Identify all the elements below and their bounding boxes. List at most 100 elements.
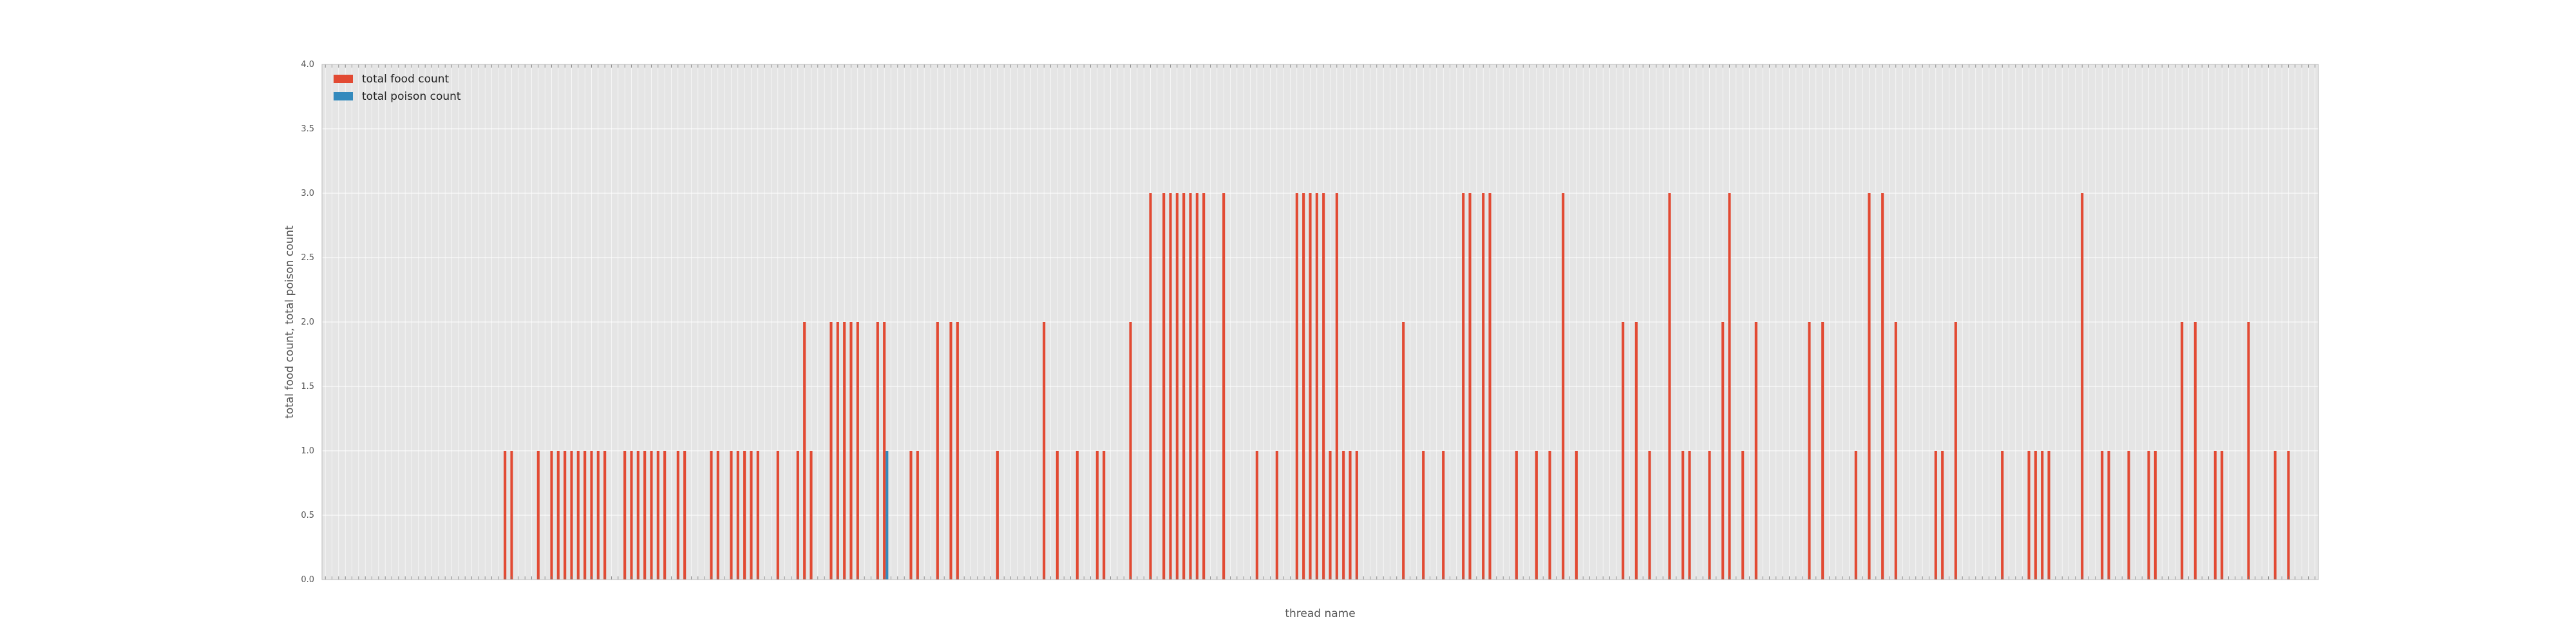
y-tick-label: 1.5 xyxy=(301,382,314,392)
legend-swatch-poison xyxy=(334,92,353,100)
food-bar xyxy=(2101,451,2104,580)
food-bar xyxy=(2247,322,2250,580)
food-bar xyxy=(2273,451,2277,580)
food-bar xyxy=(2213,451,2217,580)
food-bar xyxy=(996,451,999,580)
food-bar xyxy=(1342,451,1345,580)
food-bar xyxy=(1335,193,1338,580)
food-bar xyxy=(2127,451,2130,580)
food-bar xyxy=(663,451,667,580)
food-bar xyxy=(909,451,913,580)
y-tick-labels: 0.0 0.5 1.0 1.5 2.0 2.5 3.0 3.5 4.0 xyxy=(301,60,314,585)
food-bar xyxy=(2221,451,2224,580)
food-bar xyxy=(1668,193,1671,580)
food-bar xyxy=(676,451,679,580)
food-bar xyxy=(1548,451,1551,580)
food-bar xyxy=(1934,451,1937,580)
x-tick-marks xyxy=(325,64,2316,580)
y-tick-label: 3.5 xyxy=(301,124,314,134)
food-bar xyxy=(2107,451,2110,580)
food-bar xyxy=(603,451,607,580)
food-bar xyxy=(2154,451,2157,580)
food-bar xyxy=(1349,451,1352,580)
food-bar xyxy=(1482,193,1485,580)
food-bar xyxy=(1329,451,1332,580)
food-bar xyxy=(1535,451,1538,580)
food-bar xyxy=(1728,193,1731,580)
food-bar xyxy=(2047,451,2050,580)
food-bar xyxy=(1821,322,1824,580)
food-bar xyxy=(1175,193,1179,580)
food-bar xyxy=(1721,322,1725,580)
food-bar xyxy=(756,451,759,580)
food-bar xyxy=(856,322,859,580)
food-bar xyxy=(2287,451,2290,580)
food-bar xyxy=(956,322,959,580)
food-bar xyxy=(1708,451,1711,580)
food-bar xyxy=(1149,193,1152,580)
plot-frame xyxy=(321,64,2319,580)
food-bar xyxy=(1162,193,1166,580)
food-bar xyxy=(916,451,919,580)
food-bar xyxy=(1195,193,1198,580)
food-bar xyxy=(843,322,846,580)
food-bar xyxy=(1488,193,1492,580)
food-bar xyxy=(1754,322,1757,580)
food-bar xyxy=(1741,451,1745,580)
food-bar xyxy=(936,322,939,580)
food-bar xyxy=(2081,193,2084,580)
food-bar xyxy=(710,451,713,580)
food-bar xyxy=(1315,193,1318,580)
y-tick-label: 0.5 xyxy=(301,511,314,520)
poison-bar xyxy=(886,451,889,580)
food-bar xyxy=(743,451,746,580)
food-bar xyxy=(716,451,719,580)
food-bar xyxy=(1129,322,1132,580)
food-bar xyxy=(596,451,600,580)
food-bar xyxy=(1941,451,1944,580)
food-bar xyxy=(556,451,560,580)
food-bar xyxy=(776,451,779,580)
food-bar xyxy=(643,451,647,580)
food-bar xyxy=(1295,193,1298,580)
food-bar xyxy=(876,322,879,580)
food-bar xyxy=(1103,451,1106,580)
food-bar xyxy=(803,322,806,580)
y-axis-title: total food count, total poison count xyxy=(283,225,296,419)
y-tick-label: 2.0 xyxy=(301,317,314,327)
legend-label-poison: total poison count xyxy=(362,90,461,103)
food-bar xyxy=(836,322,839,580)
food-bar xyxy=(583,451,587,580)
food-bar xyxy=(656,451,659,580)
food-bar xyxy=(730,451,733,580)
food-bar xyxy=(1681,451,1685,580)
food-bar xyxy=(1808,322,1811,580)
food-bar xyxy=(1562,193,1565,580)
y-tick-label: 1.0 xyxy=(301,446,314,456)
food-bar xyxy=(590,451,593,580)
food-bar xyxy=(1462,193,1465,580)
food-bar xyxy=(570,451,573,580)
food-bar xyxy=(510,451,513,580)
food-bar xyxy=(1355,451,1358,580)
y-tick-label: 4.0 xyxy=(301,60,314,70)
x-axis-title: thread name xyxy=(1285,607,1355,620)
food-bar xyxy=(630,451,633,580)
food-bar xyxy=(1075,451,1079,580)
food-bar xyxy=(1634,322,1638,580)
food-bar xyxy=(810,451,813,580)
food-bar xyxy=(1442,451,1445,580)
food-bar xyxy=(796,451,799,580)
food-bar xyxy=(736,451,739,580)
y-tick-label: 2.5 xyxy=(301,253,314,263)
food-bar xyxy=(2034,451,2037,580)
food-bar xyxy=(1515,451,1518,580)
bars xyxy=(504,193,2290,580)
food-bar xyxy=(883,322,886,580)
food-bar xyxy=(1854,451,1857,580)
food-bar xyxy=(1095,451,1099,580)
legend: total food count total poison count xyxy=(334,73,461,103)
food-bar xyxy=(2193,322,2197,580)
food-bar xyxy=(576,451,580,580)
